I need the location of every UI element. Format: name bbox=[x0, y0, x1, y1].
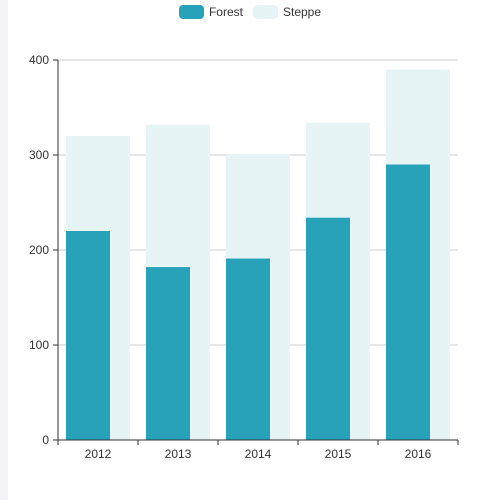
bar-forest-2013 bbox=[146, 267, 190, 440]
bar-forest-2012 bbox=[66, 231, 110, 440]
x-tick-label-2014: 2014 bbox=[245, 447, 272, 461]
x-tick-label-2015: 2015 bbox=[325, 447, 352, 461]
y-tick-label-0: 0 bbox=[42, 433, 49, 447]
legend-item-forest[interactable]: Forest bbox=[178, 5, 243, 19]
legend-swatch-forest bbox=[178, 5, 204, 19]
y-tick-label-100: 100 bbox=[29, 338, 49, 352]
y-tick-label-400: 400 bbox=[29, 53, 49, 67]
chart-legend: Forest Steppe bbox=[0, 3, 500, 21]
legend-swatch-steppe bbox=[252, 5, 278, 19]
legend-label-steppe: Steppe bbox=[282, 5, 322, 19]
bar-forest-2014 bbox=[226, 258, 270, 440]
x-tick-label-2016: 2016 bbox=[405, 447, 432, 461]
left-panel-strip bbox=[0, 0, 8, 500]
bar-forest-2016 bbox=[386, 164, 430, 440]
x-tick-label-2012: 2012 bbox=[85, 447, 112, 461]
x-tick-label-2013: 2013 bbox=[165, 447, 192, 461]
legend-item-steppe[interactable]: Steppe bbox=[252, 5, 322, 19]
y-tick-label-300: 300 bbox=[29, 148, 49, 162]
bar-forest-2015 bbox=[306, 217, 350, 440]
y-tick-label-200: 200 bbox=[29, 243, 49, 257]
legend-label-forest: Forest bbox=[208, 5, 243, 19]
